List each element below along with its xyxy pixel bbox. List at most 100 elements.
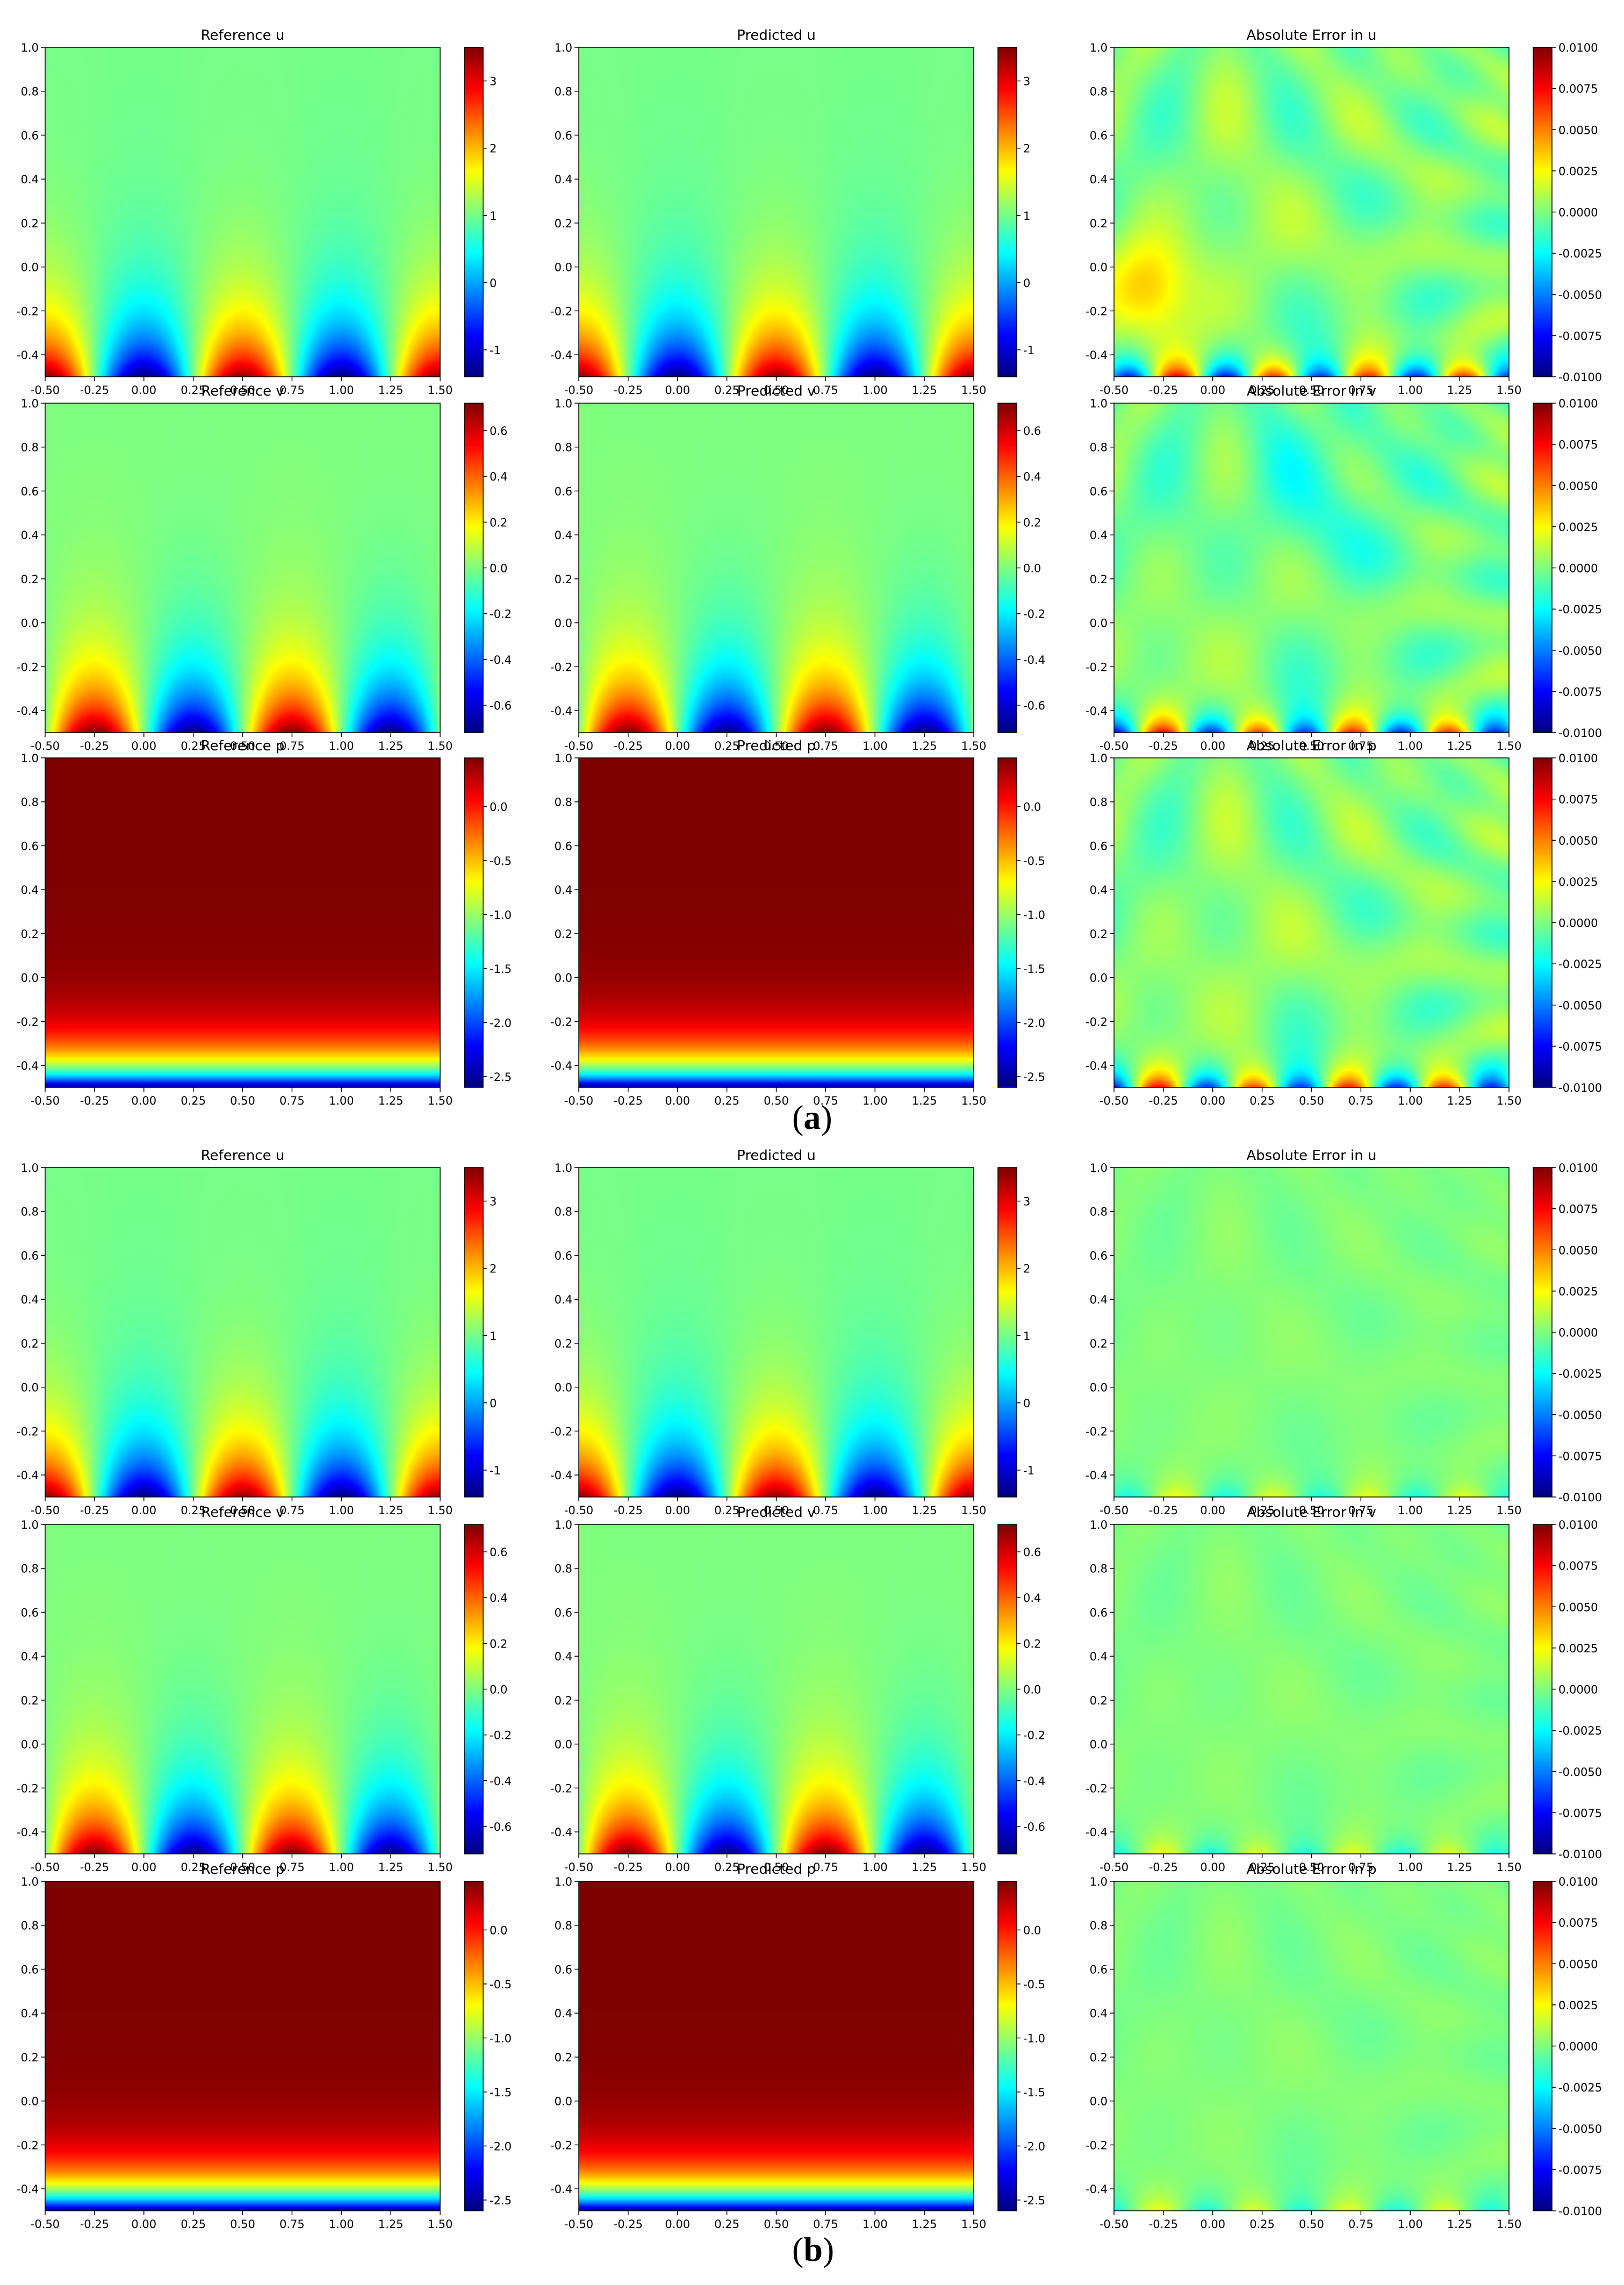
x-tick-label: 1.50	[428, 2218, 453, 2231]
colorbar-tick-label: -2.0	[490, 1016, 512, 1029]
colorbar-frame	[997, 47, 1017, 377]
x-tick-label: 0.75	[1348, 384, 1374, 397]
colorbar-tick-label: 0.4	[1023, 470, 1041, 483]
y-tick-label: -0.4	[17, 705, 39, 718]
heatmap-image	[1114, 1881, 1509, 2211]
colorbar-gradient	[1533, 1524, 1552, 1854]
y-tick-label: 1.0	[21, 41, 39, 54]
colorbar-tick-label: -2.5	[490, 1071, 512, 1084]
x-tick-label: 0.00	[1200, 740, 1225, 753]
colorbar-tick-label: 0.0075	[1558, 1560, 1598, 1573]
heatmap-image	[45, 1167, 440, 1497]
x-tick-label: 0.25	[714, 1861, 739, 1874]
colorbar-tick-label: -0.6	[490, 1821, 512, 1833]
y-tick-label: 0.8	[1090, 1206, 1108, 1219]
x-tick-label: -0.50	[1100, 1094, 1129, 1107]
y-tick-label: 0.8	[21, 1206, 39, 1219]
colorbar-tick-label: 0.0	[1023, 1924, 1041, 1937]
colorbar-tick-label: -0.0100	[1558, 1491, 1602, 1504]
y-tick-label: 0.0	[1090, 617, 1108, 630]
y-tick-label: -0.2	[17, 1425, 39, 1438]
colorbar-tick-label: -0.0025	[1558, 2081, 1602, 2094]
x-tick-label: 0.50	[764, 384, 789, 397]
colorbar-tick-label: 0.6	[490, 425, 507, 438]
x-tick-label: 0.25	[1249, 2218, 1275, 2231]
y-tick-label: 0.0	[21, 1381, 39, 1394]
colorbar: -1 0 1 2 3	[464, 47, 501, 377]
subplot-a-ref-p: Reference p -0.50 -0.25 0.00 0.25 0.50 0.75 1.0…	[17, 738, 512, 1107]
x-tick-label: 1.25	[912, 384, 937, 397]
colorbar: -0.6 -0.4 -0.2 0.0 0.2 0.4 0.6	[997, 1524, 1045, 1854]
subplot-a-pred-v: Predicted v -0.50 -0.25 0.00 0.25 0.50 0.75 1.0…	[550, 383, 1045, 753]
y-tick-label: 0.6	[21, 129, 39, 142]
y-tick-label: 1.0	[21, 752, 39, 765]
y-tick-label: 0.8	[1090, 85, 1108, 98]
x-tick-label: 1.00	[329, 384, 354, 397]
y-tick-label: 0.6	[555, 129, 572, 142]
subplot-b-err-p: Absolute Error in p -0.50 -0.25 0.00 0.25 0.5…	[1086, 1861, 1602, 2231]
x-tick-label: 0.00	[131, 740, 156, 753]
colorbar-gradient	[464, 1524, 483, 1854]
y-tick-label: -0.4	[550, 2183, 572, 2196]
x-tick-label: 1.25	[378, 1094, 404, 1107]
heatmap-image	[579, 758, 974, 1087]
y-tick-label: 0.2	[1090, 1337, 1108, 1350]
colorbar-tick-label: -0.0025	[1558, 1724, 1602, 1737]
y-tick-label: 1.0	[21, 1518, 39, 1531]
heatmap-image	[579, 1167, 974, 1497]
colorbar-tick-label: -0.0025	[1558, 247, 1602, 260]
heatmap-image	[1114, 758, 1509, 1087]
x-tick-label: -0.25	[1149, 740, 1178, 753]
x-tick-label: 1.00	[863, 384, 888, 397]
y-tick-label: -0.4	[550, 349, 572, 362]
y-tick-label: 0.2	[1090, 217, 1108, 230]
y-tick-label: -0.4	[1086, 1059, 1108, 1072]
colorbar-tick-label: 0	[490, 1397, 497, 1410]
y-tick-label: -0.4	[550, 1059, 572, 1072]
x-tick-label: -0.50	[31, 2218, 60, 2231]
x-tick-label: 0.25	[181, 1504, 206, 1517]
x-tick-label: 0.75	[1348, 2218, 1374, 2231]
colorbar-tick-label: 0.0000	[1558, 206, 1598, 219]
colorbar: -2.5 -2.0 -1.5 -1.0 -0.5 0.0	[464, 1881, 512, 2211]
x-tick-label: -0.50	[564, 740, 593, 753]
x-tick-label: 0.00	[665, 1861, 690, 1874]
x-tick-label: 0.50	[230, 740, 255, 753]
x-tick-label: 1.00	[1398, 384, 1423, 397]
y-tick-label: -0.4	[17, 1826, 39, 1839]
colorbar-tick-label: -0.6	[1023, 1821, 1045, 1833]
x-tick-label: 0.50	[1299, 2218, 1324, 2231]
y-tick-label: 1.0	[21, 1162, 39, 1174]
x-tick-label: -0.25	[80, 740, 109, 753]
x-tick-label: -0.25	[80, 1504, 109, 1517]
y-tick-label: 1.0	[21, 1875, 39, 1888]
x-tick-label: -0.25	[614, 740, 643, 753]
colorbar-tick-label: -0.0100	[1558, 2205, 1602, 2218]
colorbar-tick-label: -0.0050	[1558, 1409, 1602, 1422]
x-tick-label: -0.50	[1100, 1861, 1129, 1874]
y-tick-label: -0.2	[17, 305, 39, 318]
x-tick-label: 0.00	[665, 384, 690, 397]
colorbar-tick-label: -0.0075	[1558, 1807, 1602, 1820]
colorbar-tick-label: -0.6	[490, 699, 512, 712]
heatmap-image	[1114, 1167, 1509, 1497]
x-tick-label: 0.00	[1200, 2218, 1225, 2231]
subplot-title: Predicted p	[737, 738, 816, 754]
x-tick-label: 0.50	[1299, 1504, 1324, 1517]
x-tick-label: 1.50	[1497, 740, 1522, 753]
y-tick-label: 0.2	[1090, 2051, 1108, 2064]
x-tick-label: 0.50	[1299, 1861, 1324, 1874]
y-tick-label: 0.8	[21, 1919, 39, 1932]
y-tick-label: 0.6	[555, 840, 572, 853]
y-tick-label: 0.8	[1090, 1563, 1108, 1575]
x-tick-label: 1.25	[912, 740, 937, 753]
x-tick-label: 0.00	[131, 1094, 156, 1107]
x-tick-label: -0.50	[31, 1094, 60, 1107]
x-tick-label: 0.25	[1249, 1861, 1275, 1874]
colorbar-tick-label: 0.0000	[1558, 2040, 1598, 2053]
x-tick-label: 0.00	[131, 1861, 156, 1874]
x-tick-label: 1.00	[329, 1094, 354, 1107]
y-tick-label: 1.0	[555, 41, 572, 54]
y-tick-label: 0.4	[21, 1293, 39, 1306]
